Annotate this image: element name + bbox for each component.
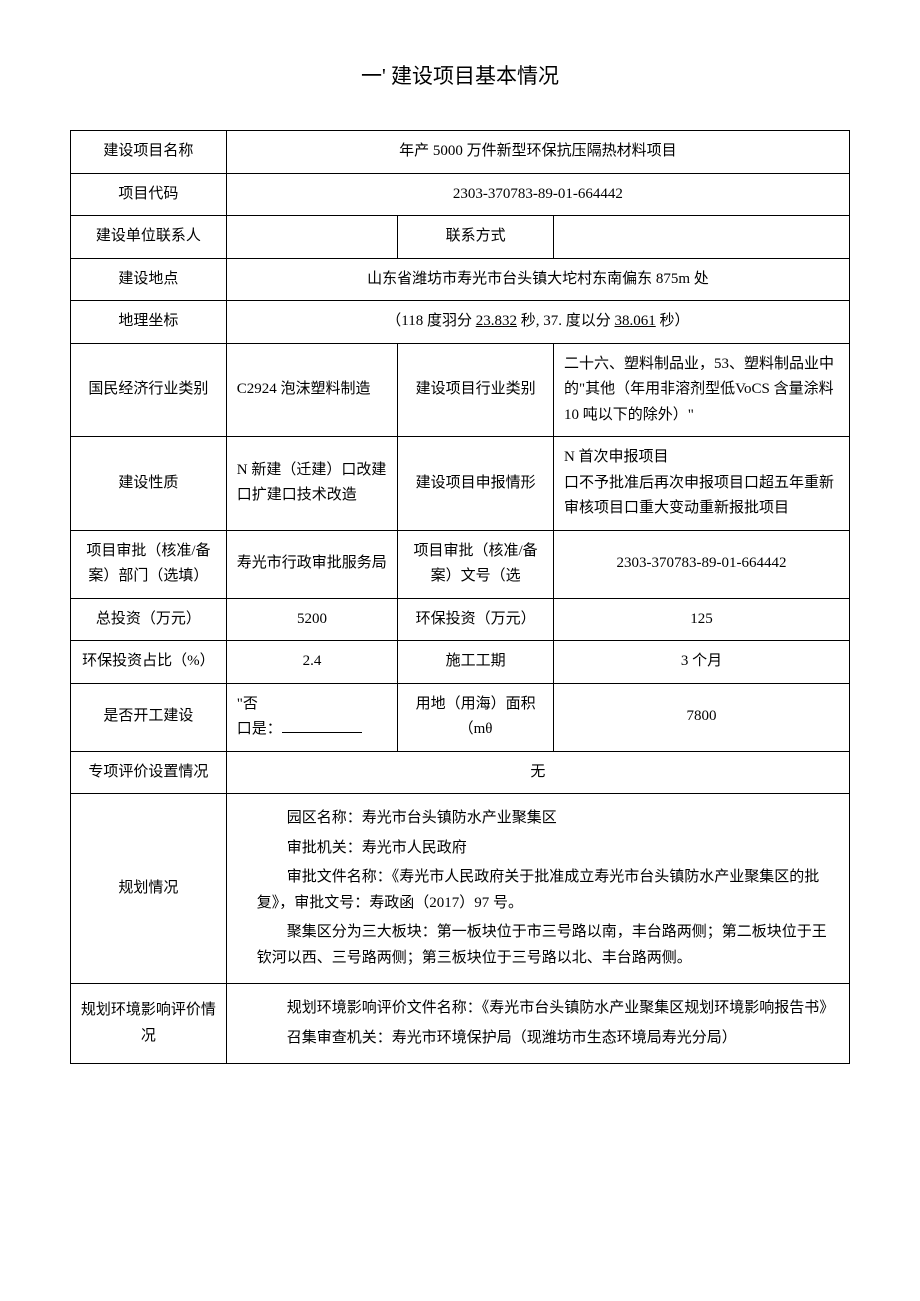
label-special-eval: 专项评价设置情况 xyxy=(71,751,227,794)
label-industry-class: 建设项目行业类别 xyxy=(398,343,554,437)
label-approve-dept: 项目审批（核准/备案）部门（选填） xyxy=(71,530,227,598)
value-approve-no: 2303-370783-89-01-664442 xyxy=(553,530,849,598)
planning-p4: 聚集区分为三大板块：第一板块位于市三号路以南，丰台路两侧；第二板块位于王钦河以西… xyxy=(257,920,839,971)
table-row: 是否开工建设 "否 口是： 用地（用海）面积（mθ 7800 xyxy=(71,683,850,751)
coords-sec2: 38.061 xyxy=(615,313,656,329)
label-contact-method: 联系方式 xyxy=(398,216,554,259)
value-report-form: N 首次申报项目 口不予批准后再次申报项目口超五年重新审核项目口重大变动重新报批… xyxy=(553,437,849,531)
value-planning: 园区名称：寿光市台头镇防水产业聚集区 审批机关：寿光市人民政府 审批文件名称：《… xyxy=(226,794,849,984)
value-contact-method xyxy=(553,216,849,259)
coords-suffix: 秒） xyxy=(656,313,690,329)
table-row: 建设地点 山东省潍坊市寿光市台头镇大坨村东南偏东 875m 处 xyxy=(71,258,850,301)
label-approve-no: 项目审批（核准/备案）文号（选 xyxy=(398,530,554,598)
table-row: 国民经济行业类别 C2924 泡沫塑料制造 建设项目行业类别 二十六、塑料制品业… xyxy=(71,343,850,437)
plan-env-p1: 规划环境影响评价文件名称：《寿光市台头镇防水产业聚集区规划环境影响报告书》 xyxy=(257,996,839,1022)
table-row: 环保投资占比（%） 2.4 施工工期 3 个月 xyxy=(71,641,850,684)
value-total-invest: 5200 xyxy=(226,598,397,641)
plan-env-p2: 召集审查机关：寿光市环境保护局（现潍坊市生态环境局寿光分局） xyxy=(257,1026,839,1052)
planning-p2: 审批机关：寿光市人民政府 xyxy=(257,836,839,862)
label-period: 施工工期 xyxy=(398,641,554,684)
table-row: 规划情况 园区名称：寿光市台头镇防水产业聚集区 审批机关：寿光市人民政府 审批文… xyxy=(71,794,850,984)
value-project-name: 年产 5000 万件新型环保抗压隔热材料项目 xyxy=(226,131,849,174)
table-row: 规划环境影响评价情况 规划环境影响评价文件名称：《寿光市台头镇防水产业聚集区规划… xyxy=(71,984,850,1064)
value-plan-env-eval: 规划环境影响评价文件名称：《寿光市台头镇防水产业聚集区规划环境影响报告书》 召集… xyxy=(226,984,849,1064)
started-yes: 口是： xyxy=(237,721,282,737)
label-started: 是否开工建设 xyxy=(71,683,227,751)
table-row: 项目审批（核准/备案）部门（选填） 寿光市行政审批服务局 项目审批（核准/备案）… xyxy=(71,530,850,598)
label-contact-person: 建设单位联系人 xyxy=(71,216,227,259)
value-econ-class: C2924 泡沫塑料制造 xyxy=(226,343,397,437)
label-total-invest: 总投资（万元） xyxy=(71,598,227,641)
value-contact-person xyxy=(226,216,397,259)
label-location: 建设地点 xyxy=(71,258,227,301)
started-no: "否 xyxy=(237,696,258,712)
table-row: 建设性质 N 新建（迁建）口改建口扩建口技术改造 建设项目申报情形 N 首次申报… xyxy=(71,437,850,531)
coords-sec1: 23.832 xyxy=(476,313,517,329)
table-row: 建设项目名称 年产 5000 万件新型环保抗压隔热材料项目 xyxy=(71,131,850,174)
value-location: 山东省潍坊市寿光市台头镇大坨村东南偏东 875m 处 xyxy=(226,258,849,301)
label-plan-env-eval: 规划环境影响评价情况 xyxy=(71,984,227,1064)
value-env-invest: 125 xyxy=(553,598,849,641)
table-row: 项目代码 2303-370783-89-01-664442 xyxy=(71,173,850,216)
label-project-name: 建设项目名称 xyxy=(71,131,227,174)
value-started: "否 口是： xyxy=(226,683,397,751)
label-env-invest: 环保投资（万元） xyxy=(398,598,554,641)
label-nature: 建设性质 xyxy=(71,437,227,531)
label-report-form: 建设项目申报情形 xyxy=(398,437,554,531)
planning-p3: 审批文件名称：《寿光市人民政府关于批准成立寿光市台头镇防水产业聚集区的批复》，审… xyxy=(257,865,839,916)
table-row: 专项评价设置情况 无 xyxy=(71,751,850,794)
table-row: 总投资（万元） 5200 环保投资（万元） 125 xyxy=(71,598,850,641)
label-coords: 地理坐标 xyxy=(71,301,227,344)
value-env-ratio: 2.4 xyxy=(226,641,397,684)
label-land-area: 用地（用海）面积（mθ xyxy=(398,683,554,751)
value-land-area: 7800 xyxy=(553,683,849,751)
label-econ-class: 国民经济行业类别 xyxy=(71,343,227,437)
value-project-code: 2303-370783-89-01-664442 xyxy=(226,173,849,216)
project-info-table: 建设项目名称 年产 5000 万件新型环保抗压隔热材料项目 项目代码 2303-… xyxy=(70,130,850,1064)
started-blank xyxy=(282,732,362,733)
table-row: 地理坐标 （118 度羽分 23.832 秒, 37. 度以分 38.061 秒… xyxy=(71,301,850,344)
label-planning: 规划情况 xyxy=(71,794,227,984)
planning-p1: 园区名称：寿光市台头镇防水产业聚集区 xyxy=(257,806,839,832)
value-coords: （118 度羽分 23.832 秒, 37. 度以分 38.061 秒） xyxy=(226,301,849,344)
coords-prefix: （118 度羽分 xyxy=(386,313,475,329)
value-approve-dept: 寿光市行政审批服务局 xyxy=(226,530,397,598)
value-nature: N 新建（迁建）口改建口扩建口技术改造 xyxy=(226,437,397,531)
label-env-ratio: 环保投资占比（%） xyxy=(71,641,227,684)
value-industry-class: 二十六、塑料制品业，53、塑料制品业中的"其他（年用非溶剂型低VoCS 含量涂料… xyxy=(553,343,849,437)
coords-mid: 秒, 37. 度以分 xyxy=(517,313,615,329)
value-special-eval: 无 xyxy=(226,751,849,794)
page-title: 一' 建设项目基本情况 xyxy=(70,60,850,90)
table-row: 建设单位联系人 联系方式 xyxy=(71,216,850,259)
value-period: 3 个月 xyxy=(553,641,849,684)
label-project-code: 项目代码 xyxy=(71,173,227,216)
